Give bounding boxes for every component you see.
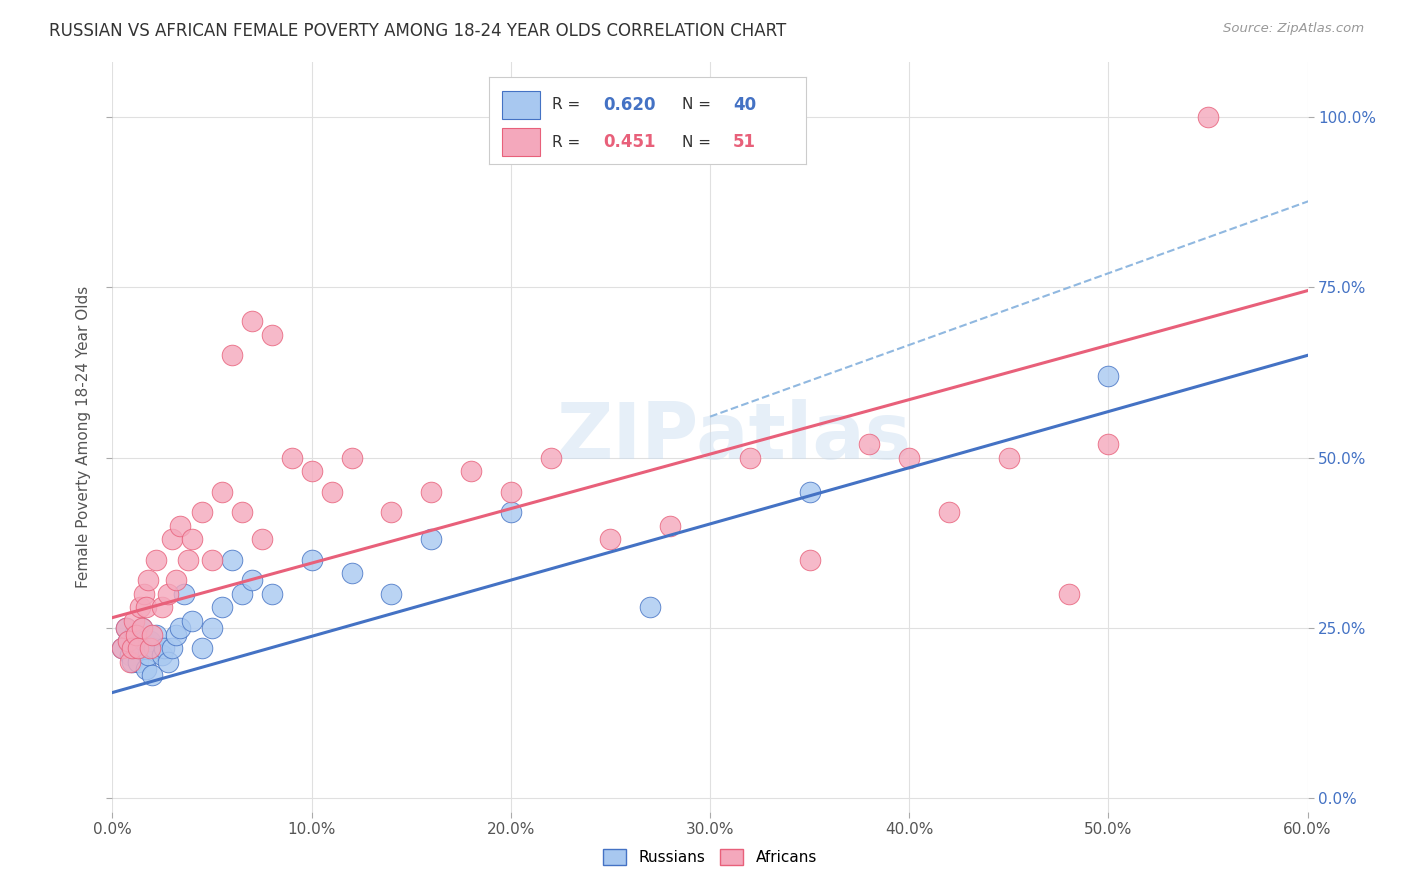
Point <box>145 627 167 641</box>
Text: RUSSIAN VS AFRICAN FEMALE POVERTY AMONG 18-24 YEAR OLDS CORRELATION CHART: RUSSIAN VS AFRICAN FEMALE POVERTY AMONG … <box>49 22 786 40</box>
Y-axis label: Female Poverty Among 18-24 Year Olds: Female Poverty Among 18-24 Year Olds <box>76 286 91 588</box>
Point <box>162 641 183 656</box>
Point <box>499 484 522 499</box>
Point <box>111 641 134 656</box>
Point <box>165 573 187 587</box>
Point <box>157 587 180 601</box>
Point <box>858 437 880 451</box>
Point <box>201 621 224 635</box>
Point <box>340 450 363 465</box>
Point <box>201 552 224 566</box>
Point <box>141 627 163 641</box>
Point <box>1097 368 1119 383</box>
Point <box>240 573 263 587</box>
Point <box>115 621 138 635</box>
Point <box>134 634 156 648</box>
Point <box>150 648 173 662</box>
Point <box>124 627 146 641</box>
Point <box>138 648 160 662</box>
Point <box>1057 587 1080 601</box>
Point <box>120 655 142 669</box>
Point <box>738 450 761 465</box>
Point <box>321 484 343 499</box>
Point <box>301 464 323 478</box>
Point <box>115 621 138 635</box>
Point <box>127 655 149 669</box>
Point <box>221 348 243 362</box>
Point <box>138 573 160 587</box>
Point <box>157 655 180 669</box>
Point <box>181 533 204 547</box>
Point <box>460 464 482 478</box>
Point <box>799 552 821 566</box>
Point <box>640 600 662 615</box>
Point <box>111 641 134 656</box>
Point <box>121 641 143 656</box>
Point <box>240 314 263 328</box>
Point <box>141 668 163 682</box>
Point <box>281 450 304 465</box>
Point <box>380 587 402 601</box>
Point <box>938 505 960 519</box>
Point <box>898 450 921 465</box>
Point <box>340 566 363 581</box>
Point <box>250 533 273 547</box>
Point <box>499 505 522 519</box>
Point <box>221 552 243 566</box>
Point <box>131 621 153 635</box>
Point <box>211 484 233 499</box>
Point <box>125 641 148 656</box>
Point <box>117 634 139 648</box>
Point <box>124 614 146 628</box>
Point <box>1097 437 1119 451</box>
Point <box>540 450 562 465</box>
Point <box>120 648 142 662</box>
Point <box>380 505 402 519</box>
Point <box>169 621 191 635</box>
Point <box>134 587 156 601</box>
Point <box>301 552 323 566</box>
Point <box>153 641 176 656</box>
Point <box>125 627 148 641</box>
Point <box>260 587 283 601</box>
Point <box>143 641 166 656</box>
Point <box>211 600 233 615</box>
Point <box>1197 110 1219 124</box>
Point <box>181 614 204 628</box>
Point <box>231 587 253 601</box>
Legend: Russians, Africans: Russians, Africans <box>598 843 823 871</box>
Point <box>162 533 183 547</box>
Point <box>191 505 214 519</box>
Point <box>129 641 152 656</box>
Point <box>420 533 443 547</box>
Point <box>420 484 443 499</box>
Text: ZIPatlas: ZIPatlas <box>557 399 911 475</box>
Point <box>998 450 1021 465</box>
Point <box>139 641 162 656</box>
Point <box>191 641 214 656</box>
Point <box>117 634 139 648</box>
Point <box>145 552 167 566</box>
Point <box>173 587 195 601</box>
Point <box>659 518 682 533</box>
Point <box>135 662 157 676</box>
Point <box>121 655 143 669</box>
Point <box>139 634 162 648</box>
Point <box>177 552 200 566</box>
Point <box>169 518 191 533</box>
Point <box>127 641 149 656</box>
Point <box>799 484 821 499</box>
Point <box>165 627 187 641</box>
Point <box>150 600 173 615</box>
Point <box>135 600 157 615</box>
Point <box>129 600 152 615</box>
Text: Source: ZipAtlas.com: Source: ZipAtlas.com <box>1223 22 1364 36</box>
Point <box>131 621 153 635</box>
Point <box>231 505 253 519</box>
Point <box>599 533 621 547</box>
Point <box>260 327 283 342</box>
